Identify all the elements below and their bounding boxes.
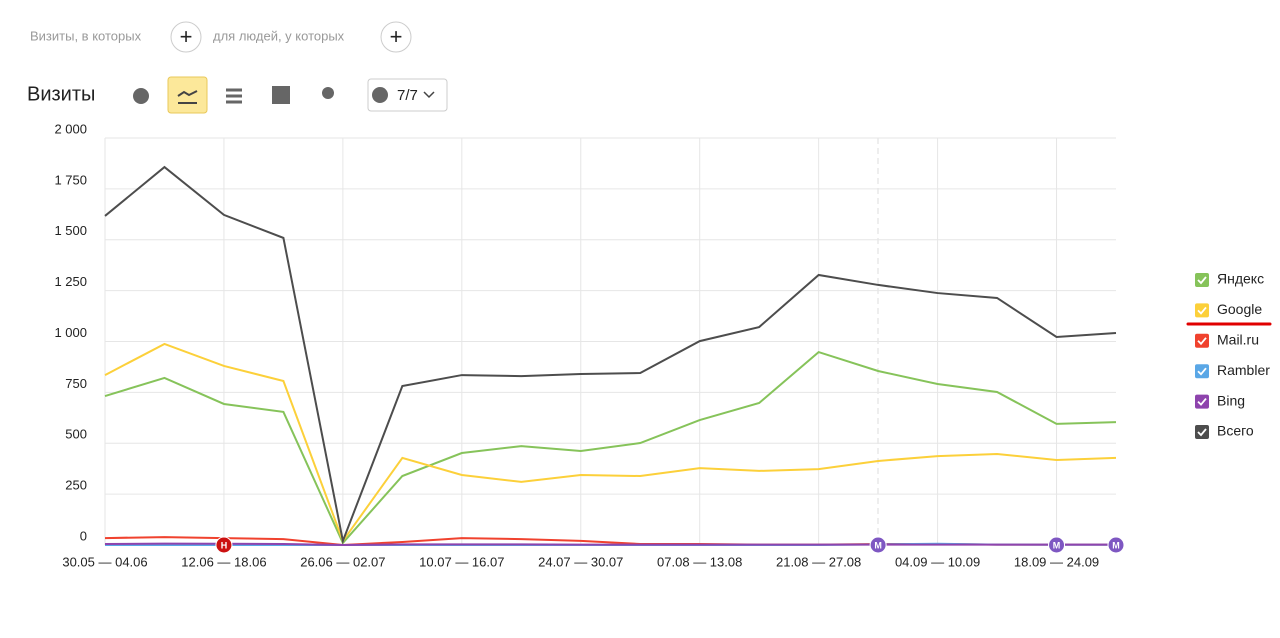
x-tick-label: 26.06 — 02.07 [300,554,385,569]
x-tick-label: 04.09 — 10.09 [895,554,980,569]
legend-checkbox[interactable] [1195,273,1209,287]
add-icon[interactable]: + [390,24,403,49]
x-tick-label: 10.07 — 16.07 [419,554,504,569]
y-tick-label: 1 500 [54,223,87,238]
x-tick-label: 12.06 — 18.06 [181,554,266,569]
legend-checkbox[interactable] [1195,394,1209,409]
legend-checkbox[interactable] [1195,303,1209,318]
legend-label: Rambler [1217,362,1270,378]
filter-label: Визиты, в которых [30,28,142,43]
add-button[interactable] [170,21,202,53]
legend-checkbox[interactable] [1195,333,1209,348]
dropdown-label[interactable]: 7/7 [397,87,418,104]
y-tick-label: 500 [65,427,87,442]
section-title: Визиты [27,83,95,105]
legend-label: Bing [1217,392,1245,408]
annotation-label: М [874,540,882,550]
x-tick-label: 24.07 — 30.07 [538,554,623,569]
y-tick-label: 1 250 [54,274,87,289]
x-tick-label: 21.08 — 27.08 [776,554,861,569]
line-icon [177,90,198,104]
annotation-marker [1107,536,1125,554]
legend-label: Google [1217,301,1262,317]
area-icon[interactable] [226,88,242,104]
y-tick-label: 1 750 [54,172,87,187]
legend-check [1197,276,1207,285]
annotation-label: М [1112,540,1120,550]
legend-checkbox[interactable] [1195,364,1209,379]
bar-icon[interactable] [272,86,290,104]
chevron [423,91,435,99]
annotation-marker [869,536,887,554]
pie-icon[interactable] [133,88,149,104]
y-tick-label: 0 [80,528,87,543]
legend-label: Яндекс [1217,271,1264,287]
series-line [104,350,1117,545]
comment-icon [372,87,388,103]
add-icon[interactable]: + [180,24,193,49]
series-line [104,165,1117,545]
y-tick-label: 1 000 [54,325,87,340]
filter-label: для людей, у которых [213,28,345,43]
annotations-dropdown[interactable] [367,78,448,112]
x-tick-label: 30.05 — 04.06 [62,554,147,569]
annotation-marker [215,536,233,554]
x-tick-label: 07.08 — 13.08 [657,554,742,569]
legend-checkbox[interactable] [1195,425,1209,439]
legend-check [1197,367,1207,376]
legend-label: Всего [1217,423,1254,439]
legend-check [1197,337,1207,346]
add-button[interactable] [380,21,412,53]
annotation-marker [1048,536,1066,554]
y-tick-label: 750 [65,376,87,391]
y-tick-label: 250 [65,478,87,493]
y-tick-label: 2 000 [54,121,87,136]
legend-check [1197,428,1207,437]
legend-check [1197,398,1207,406]
series-line [104,342,1117,544]
map-icon[interactable] [322,87,334,99]
legend-label: Mail.ru [1217,332,1259,348]
x-tick-label: 18.09 — 24.09 [1014,554,1099,569]
series-line [104,542,1116,547]
legend-check [1197,306,1207,315]
annotation-label: Н [221,540,228,550]
annotation-label: М [1053,540,1061,550]
